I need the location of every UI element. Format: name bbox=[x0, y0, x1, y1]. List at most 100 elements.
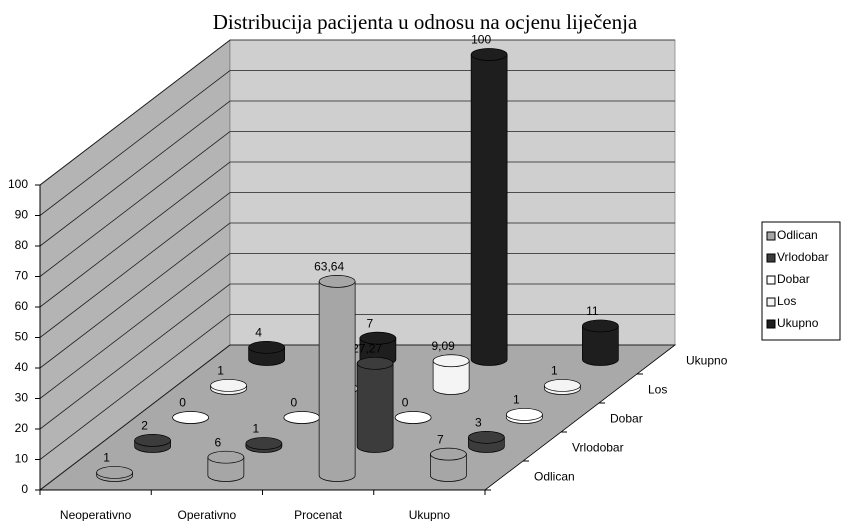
cylinder bbox=[283, 411, 321, 424]
value-label: 1 bbox=[253, 422, 260, 436]
cylinder bbox=[468, 431, 505, 453]
value-label: 100 bbox=[471, 33, 491, 47]
grid-line bbox=[39, 131, 675, 277]
cylinder bbox=[248, 340, 285, 366]
grid-line bbox=[39, 314, 675, 460]
cylinder-body bbox=[470, 54, 508, 366]
y-tick-label: 90 bbox=[15, 208, 29, 222]
grid-line bbox=[39, 161, 675, 308]
cylinder-top bbox=[356, 356, 394, 370]
cylinder bbox=[207, 450, 245, 482]
depth-label: Los bbox=[648, 383, 667, 397]
value-label: 1 bbox=[217, 364, 224, 378]
value-label: 9,09 bbox=[431, 339, 455, 353]
value-label: 2 bbox=[141, 419, 148, 433]
y-tick-label: 100 bbox=[8, 177, 28, 191]
value-label: 63,64 bbox=[314, 260, 344, 274]
cylinder-top bbox=[359, 331, 397, 345]
cylinder-top bbox=[134, 434, 171, 447]
value-label: 7 bbox=[437, 432, 444, 446]
legend-label: Ukupno bbox=[777, 316, 819, 330]
x-tick-label: Procenat bbox=[294, 508, 343, 521]
cylinder bbox=[430, 447, 467, 482]
legend-label: Los bbox=[777, 294, 796, 308]
cylinder-top bbox=[582, 319, 619, 333]
cylinder-top bbox=[506, 408, 543, 421]
value-label: 0 bbox=[402, 396, 409, 410]
x-tick-label: Operativno bbox=[178, 508, 237, 521]
cylinder-top bbox=[468, 431, 505, 444]
cylinder bbox=[356, 356, 394, 453]
cylinder bbox=[506, 408, 543, 424]
cylinder bbox=[318, 275, 356, 482]
cylinder bbox=[544, 379, 581, 395]
y-tick-label: 10 bbox=[15, 452, 29, 466]
legend-swatch bbox=[766, 275, 776, 285]
y-tick-label: 80 bbox=[15, 238, 29, 252]
cylinder bbox=[394, 411, 432, 424]
y-tick-label: 70 bbox=[15, 269, 29, 283]
value-label: 1 bbox=[513, 393, 520, 407]
x-tick-label: Ukupno bbox=[409, 508, 451, 521]
cylinder bbox=[432, 354, 470, 395]
value-label: 0 bbox=[291, 396, 298, 410]
grid-line bbox=[39, 253, 675, 399]
cylinder-body bbox=[207, 456, 245, 482]
cylinder-body bbox=[318, 281, 356, 482]
value-label: 27,27 bbox=[352, 341, 382, 355]
cylinder bbox=[134, 434, 171, 453]
legend-swatch bbox=[766, 319, 776, 329]
cylinder-top bbox=[394, 411, 432, 424]
legend-swatch bbox=[766, 297, 776, 307]
value-label: 1 bbox=[551, 364, 558, 378]
y-tick-label: 30 bbox=[15, 391, 29, 405]
value-label: 0 bbox=[179, 396, 186, 410]
cylinder-top bbox=[210, 379, 247, 392]
y-tick-label: 20 bbox=[15, 421, 29, 435]
legend-swatch bbox=[766, 253, 776, 263]
cylinder-body bbox=[356, 362, 394, 453]
cylinder bbox=[96, 466, 133, 482]
value-label: 3 bbox=[475, 416, 482, 430]
cylinder-top bbox=[96, 466, 133, 479]
cylinder bbox=[210, 379, 247, 395]
depth-label: Dobar bbox=[610, 412, 643, 426]
y-tick-label: 60 bbox=[15, 299, 29, 313]
cylinder bbox=[172, 411, 209, 424]
legend-swatch bbox=[766, 231, 776, 241]
legend-label: Vrlodobar bbox=[777, 250, 829, 264]
grid-line bbox=[39, 192, 675, 338]
depth-label: Ukupno bbox=[686, 354, 728, 368]
value-label: 6 bbox=[215, 435, 222, 449]
grid-line bbox=[39, 39, 675, 186]
grid-line bbox=[39, 222, 675, 369]
grid-line bbox=[39, 344, 675, 491]
cylinder bbox=[582, 319, 619, 366]
cylinder bbox=[245, 437, 283, 453]
grid-line bbox=[39, 283, 675, 430]
value-label: 1 bbox=[103, 451, 110, 465]
cylinder-top bbox=[248, 340, 285, 354]
cylinder-top bbox=[245, 437, 283, 450]
x-tick-label: Neoperativno bbox=[60, 508, 132, 521]
grid-line bbox=[39, 100, 675, 247]
cylinder bbox=[470, 48, 508, 366]
depth-label: Vrlodobar bbox=[572, 441, 624, 455]
depth-label: Odlican bbox=[534, 470, 575, 484]
cylinder-body bbox=[432, 360, 470, 395]
cylinder-top bbox=[470, 48, 508, 61]
cylinder-top bbox=[432, 354, 470, 368]
cylinder-top bbox=[207, 450, 245, 464]
value-label: 4 bbox=[255, 325, 262, 339]
legend-label: Odlican bbox=[777, 228, 818, 242]
cylinder-top bbox=[544, 379, 581, 392]
cylinder-top bbox=[172, 411, 209, 424]
value-label: 11 bbox=[586, 304, 599, 318]
y-tick-label: 40 bbox=[15, 360, 29, 374]
grid-line bbox=[39, 70, 675, 216]
cylinder-body bbox=[430, 453, 467, 482]
y-tick-label: 0 bbox=[21, 482, 28, 496]
cylinder-top bbox=[318, 275, 356, 288]
y-tick-label: 50 bbox=[15, 330, 29, 344]
